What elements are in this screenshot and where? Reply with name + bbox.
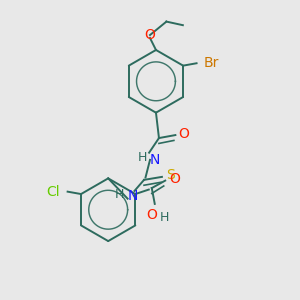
Text: Cl: Cl (46, 185, 60, 199)
Text: O: O (169, 172, 180, 186)
Text: Br: Br (204, 56, 219, 70)
Text: H: H (115, 188, 124, 201)
Text: H: H (160, 211, 170, 224)
Text: O: O (146, 208, 157, 222)
Text: O: O (145, 28, 155, 42)
Text: N: N (128, 189, 138, 203)
Text: N: N (150, 153, 160, 167)
Text: O: O (178, 127, 189, 141)
Text: H: H (138, 151, 147, 164)
Text: S: S (167, 168, 175, 182)
